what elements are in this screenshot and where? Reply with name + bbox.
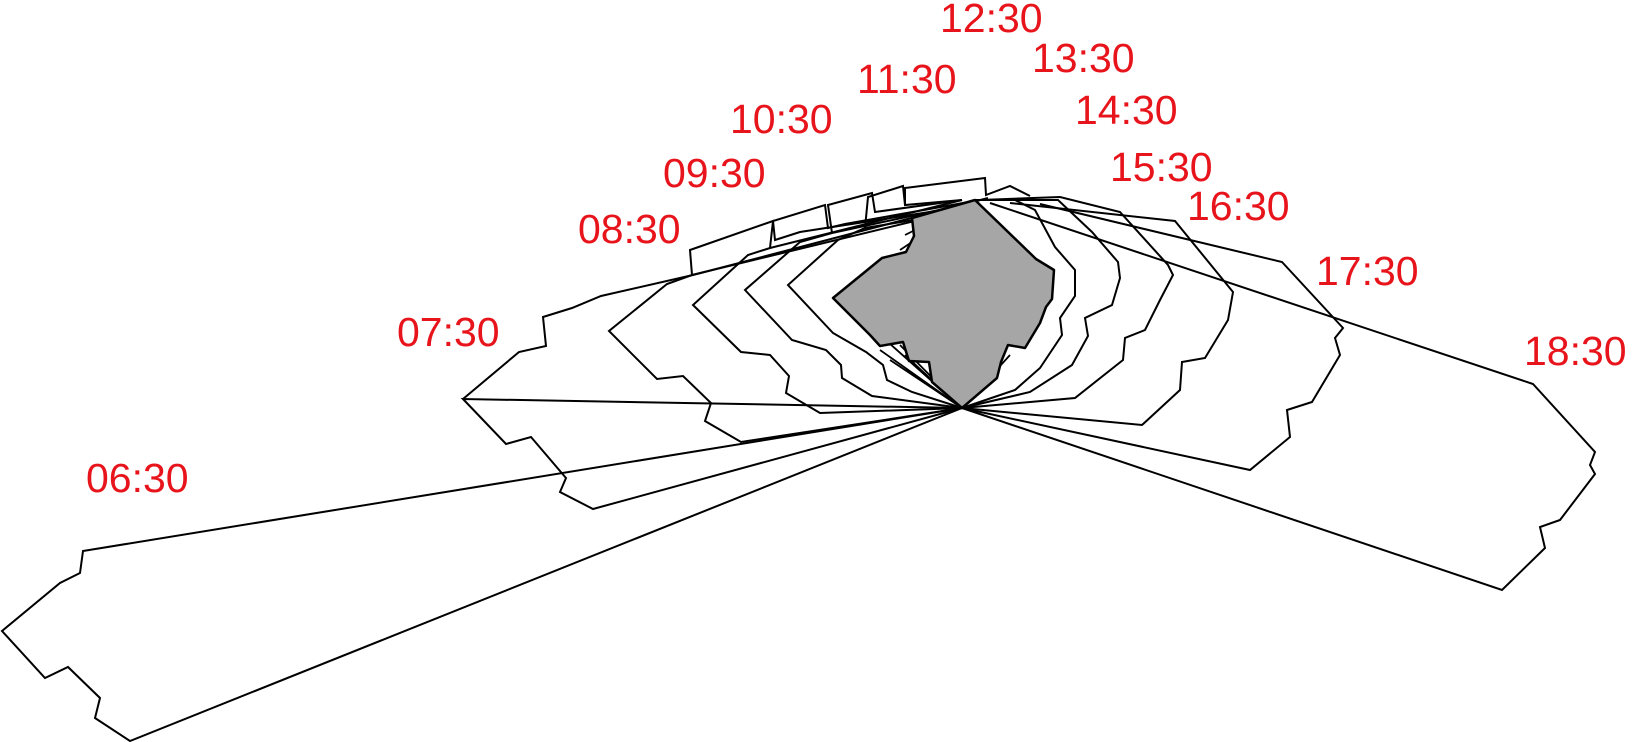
shadow-1730 bbox=[961, 203, 1345, 472]
shadow-1030-top bbox=[826, 191, 963, 234]
time-label-1030: 10:30 bbox=[730, 96, 833, 142]
shadow-0630 bbox=[0, 407, 963, 742]
time-label-1230: 12:30 bbox=[940, 0, 1043, 41]
building-footprint bbox=[831, 198, 1056, 410]
shadow-1130 bbox=[786, 211, 963, 409]
time-label-1330: 13:30 bbox=[1032, 35, 1135, 81]
shadow-1330 bbox=[961, 199, 1076, 409]
shadow-0730-far bbox=[462, 197, 989, 400]
time-label-0630: 06:30 bbox=[86, 455, 189, 501]
time-label-0730: 07:30 bbox=[397, 309, 500, 355]
shadow-0730 bbox=[460, 397, 963, 511]
shadow-0930-top bbox=[769, 199, 981, 249]
shadow-1430 bbox=[961, 199, 1122, 409]
time-label-0930: 09:30 bbox=[663, 150, 766, 196]
shadow-1130-top bbox=[864, 184, 963, 229]
time-label-1130: 11:30 bbox=[857, 56, 957, 102]
time-label-1630: 16:30 bbox=[1187, 183, 1290, 229]
shadow-outlines bbox=[0, 176, 1597, 742]
time-label-1530: 15:30 bbox=[1110, 144, 1213, 190]
shadow-1830 bbox=[961, 202, 1597, 592]
shadow-0830 bbox=[607, 209, 963, 444]
shadow-1030 bbox=[743, 204, 963, 409]
time-label-1430: 14:30 bbox=[1075, 87, 1178, 133]
time-label-0830: 08:30 bbox=[578, 206, 681, 252]
shadow-0930 bbox=[691, 199, 963, 415]
time-label-1730: 17:30 bbox=[1316, 248, 1419, 294]
shadow-1530 bbox=[961, 195, 1175, 409]
shadow-1230 bbox=[904, 176, 1031, 205]
shadow-1630 bbox=[961, 202, 1235, 427]
time-label-1830: 18:30 bbox=[1524, 328, 1627, 374]
time-labels: 06:30 07:30 08:30 09:30 10:30 11:30 12:3… bbox=[86, 0, 1627, 501]
